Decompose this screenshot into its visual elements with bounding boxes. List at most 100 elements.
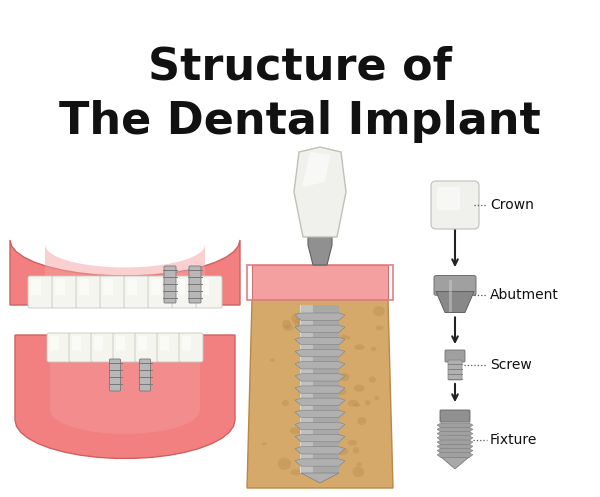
Ellipse shape [320,313,329,321]
Polygon shape [437,436,473,441]
Ellipse shape [374,396,379,401]
Polygon shape [437,440,473,445]
Polygon shape [294,147,346,237]
FancyBboxPatch shape [437,187,460,210]
Polygon shape [50,350,200,434]
FancyBboxPatch shape [79,279,89,295]
Ellipse shape [269,358,275,362]
Polygon shape [437,431,473,436]
Ellipse shape [333,342,340,346]
FancyBboxPatch shape [135,333,159,362]
FancyBboxPatch shape [52,276,78,308]
Ellipse shape [327,421,333,425]
Polygon shape [295,410,345,417]
Polygon shape [295,386,345,393]
Polygon shape [437,423,473,428]
Ellipse shape [369,376,376,383]
Text: Abutment: Abutment [490,288,559,302]
FancyBboxPatch shape [151,279,161,295]
FancyBboxPatch shape [138,336,147,350]
FancyBboxPatch shape [172,276,198,308]
Ellipse shape [316,442,325,449]
FancyBboxPatch shape [448,360,462,380]
FancyBboxPatch shape [55,279,65,295]
Ellipse shape [353,447,359,453]
FancyBboxPatch shape [47,333,71,362]
FancyBboxPatch shape [440,410,470,422]
Ellipse shape [311,351,320,358]
Ellipse shape [348,400,359,407]
Ellipse shape [282,400,289,406]
Ellipse shape [320,392,331,402]
Ellipse shape [320,365,331,374]
Ellipse shape [356,462,362,466]
Ellipse shape [335,389,347,395]
Bar [252,265,388,300]
Bar [441,421,469,457]
Polygon shape [295,313,345,320]
Text: The Dental Implant: The Dental Implant [59,100,541,143]
Bar [313,305,340,473]
Polygon shape [45,245,205,285]
Polygon shape [15,335,235,458]
FancyBboxPatch shape [189,266,201,303]
Ellipse shape [335,447,349,455]
Bar [247,265,393,300]
Polygon shape [10,240,240,305]
Ellipse shape [283,325,293,331]
Text: Crown: Crown [490,198,534,212]
FancyBboxPatch shape [113,333,137,362]
Ellipse shape [307,325,312,328]
Polygon shape [436,292,474,313]
Ellipse shape [291,313,304,324]
FancyBboxPatch shape [160,336,169,350]
FancyBboxPatch shape [100,276,126,308]
Ellipse shape [294,318,305,328]
Polygon shape [295,374,345,381]
Ellipse shape [302,412,316,423]
Ellipse shape [282,320,291,329]
Bar [300,305,330,473]
Polygon shape [437,444,473,449]
FancyBboxPatch shape [434,275,476,295]
FancyBboxPatch shape [139,359,151,391]
FancyBboxPatch shape [157,333,181,362]
Polygon shape [295,422,345,430]
Text: Fixture: Fixture [490,433,538,447]
Ellipse shape [262,442,267,445]
Polygon shape [437,448,473,453]
Ellipse shape [278,458,291,470]
Polygon shape [441,457,469,469]
Ellipse shape [290,427,303,434]
Polygon shape [295,325,345,332]
Ellipse shape [346,336,350,339]
FancyBboxPatch shape [164,266,176,303]
FancyBboxPatch shape [182,336,191,350]
Polygon shape [295,362,345,369]
Polygon shape [295,337,345,344]
Polygon shape [308,237,332,265]
FancyBboxPatch shape [175,279,185,295]
Polygon shape [295,459,345,466]
FancyBboxPatch shape [72,336,81,350]
Ellipse shape [314,322,320,325]
FancyBboxPatch shape [124,276,150,308]
FancyBboxPatch shape [127,279,137,295]
Ellipse shape [348,440,357,446]
Text: Structure of: Structure of [148,45,452,88]
Polygon shape [302,152,330,187]
Ellipse shape [305,427,318,434]
FancyBboxPatch shape [445,350,465,362]
FancyBboxPatch shape [196,276,222,308]
Ellipse shape [340,373,349,381]
FancyBboxPatch shape [28,276,54,308]
Ellipse shape [299,388,312,398]
Polygon shape [247,300,393,488]
Bar [301,305,339,473]
Ellipse shape [371,347,376,351]
Polygon shape [437,427,473,432]
FancyBboxPatch shape [103,279,113,295]
FancyBboxPatch shape [69,333,93,362]
Polygon shape [295,398,345,406]
Polygon shape [437,453,473,458]
